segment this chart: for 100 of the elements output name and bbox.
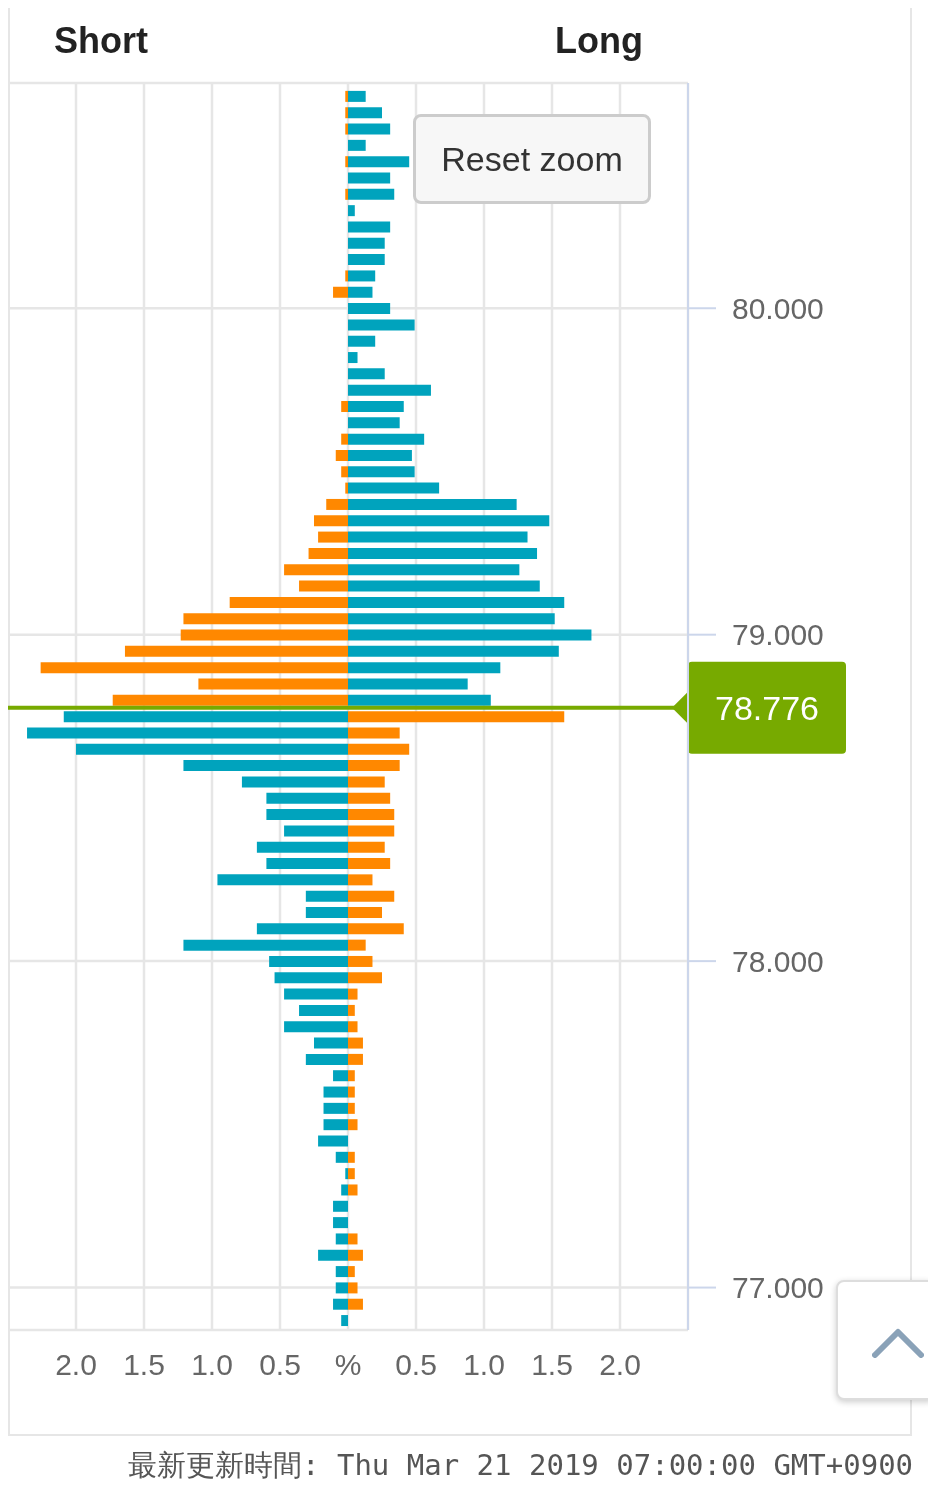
bar <box>76 743 348 755</box>
bar <box>348 743 410 755</box>
bar <box>335 1151 348 1163</box>
bar <box>348 629 592 641</box>
bar <box>229 596 348 608</box>
text: Long <box>554 20 643 62</box>
bar <box>348 727 400 739</box>
bar <box>348 923 404 935</box>
bar <box>348 580 540 592</box>
bar <box>348 776 385 788</box>
bar <box>348 874 373 886</box>
bar <box>348 1102 355 1114</box>
bar <box>348 172 391 184</box>
bar <box>305 1053 348 1065</box>
bar <box>348 482 440 494</box>
bar <box>335 1266 348 1278</box>
x-tick-label: 1.5 <box>531 1348 573 1382</box>
bar <box>348 1021 358 1033</box>
bar <box>345 123 348 135</box>
bar <box>341 433 348 445</box>
bar <box>348 1282 358 1294</box>
bar <box>348 237 385 249</box>
bar <box>40 662 348 674</box>
bar <box>348 188 395 200</box>
bar <box>305 890 348 902</box>
bar <box>348 433 425 445</box>
bar <box>348 1151 355 1163</box>
x-tick-label: 0.5 <box>259 1348 301 1382</box>
bar <box>318 1249 348 1261</box>
bar <box>269 955 348 967</box>
bar <box>348 662 501 674</box>
bar <box>348 694 491 706</box>
bar <box>266 792 348 804</box>
bar <box>348 1298 363 1310</box>
bar <box>314 515 348 527</box>
bar <box>348 907 382 918</box>
bar <box>183 939 348 951</box>
bar <box>345 270 348 282</box>
bar <box>333 1298 348 1310</box>
bar <box>217 874 348 886</box>
bar <box>333 1217 348 1229</box>
bar <box>341 401 348 413</box>
bar <box>348 156 410 168</box>
bar <box>284 988 348 1000</box>
bar <box>348 1119 358 1131</box>
bar <box>348 711 565 723</box>
bar <box>348 205 355 217</box>
bar <box>348 825 395 837</box>
y-tick-label: 80.000 <box>732 291 824 325</box>
bar <box>348 401 404 413</box>
bar <box>348 270 376 282</box>
bar <box>183 613 348 625</box>
bar <box>284 825 348 837</box>
bar <box>183 760 348 772</box>
bar <box>348 1168 355 1180</box>
bar <box>241 776 348 788</box>
bar <box>345 156 348 168</box>
bar <box>256 923 348 935</box>
bar <box>348 139 366 151</box>
x-tick-label: 2.0 <box>55 1348 97 1382</box>
bar <box>345 1168 348 1180</box>
bar <box>348 352 358 364</box>
bar <box>348 221 391 233</box>
bar <box>348 384 431 396</box>
bar <box>348 1070 355 1082</box>
bar <box>345 107 348 119</box>
bar <box>323 1119 348 1131</box>
bar <box>348 988 358 1000</box>
bar <box>308 547 348 559</box>
bar <box>348 1184 358 1196</box>
bar <box>348 564 520 576</box>
bar <box>348 841 385 853</box>
ref-line-label: 78.776 <box>715 688 819 727</box>
bar <box>318 1135 348 1147</box>
bar <box>348 90 366 102</box>
bar <box>333 1070 348 1082</box>
bar <box>335 1233 348 1245</box>
x-tick-label: 1.0 <box>191 1348 233 1382</box>
y-tick-label: 79.000 <box>732 618 824 652</box>
bar <box>348 1233 358 1245</box>
bar <box>341 1315 348 1327</box>
bar <box>124 645 348 657</box>
bar <box>348 760 400 772</box>
bar <box>348 955 373 967</box>
bar <box>345 90 348 102</box>
bar <box>348 498 517 510</box>
bar <box>348 449 412 461</box>
bar <box>335 1282 348 1294</box>
bar <box>348 596 565 608</box>
bar <box>299 580 348 592</box>
bar <box>348 466 415 478</box>
bar <box>335 449 348 461</box>
bar <box>341 1184 348 1196</box>
bar <box>284 1021 348 1033</box>
x-tick-label: 2.0 <box>599 1348 641 1382</box>
bar <box>314 1037 348 1049</box>
text: Short <box>54 20 148 62</box>
reset-zoom-button: Reset zoom <box>413 114 651 204</box>
bar <box>348 972 382 984</box>
x-tick-label: % <box>334 1348 362 1382</box>
